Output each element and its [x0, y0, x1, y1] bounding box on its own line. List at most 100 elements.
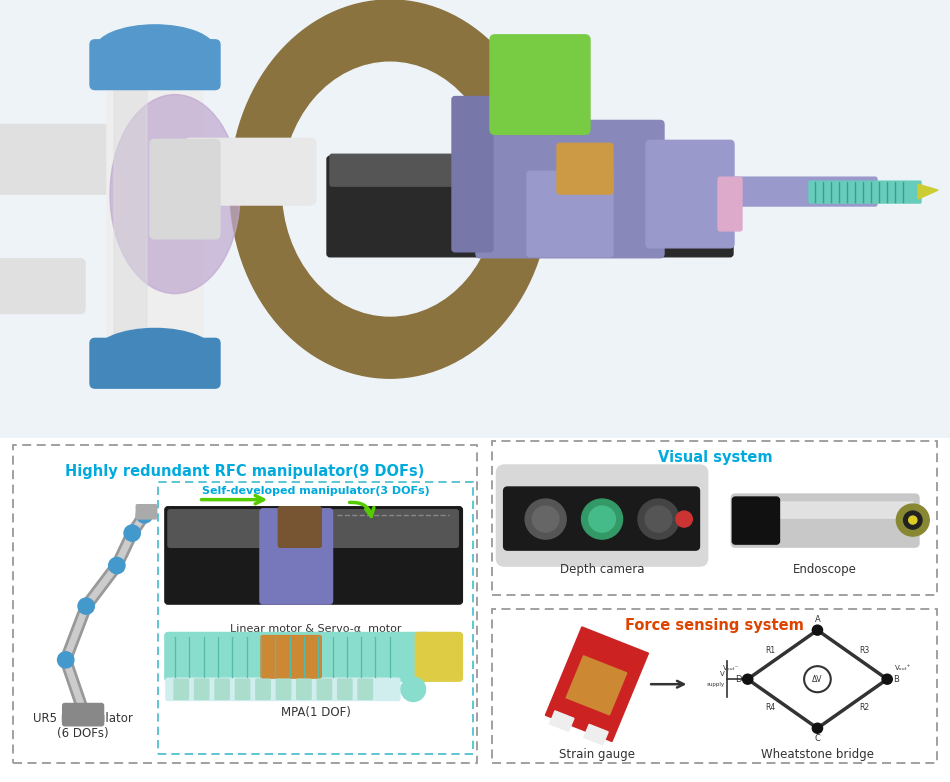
Ellipse shape: [95, 328, 215, 378]
Ellipse shape: [282, 63, 498, 316]
Polygon shape: [549, 711, 574, 731]
FancyBboxPatch shape: [358, 679, 372, 699]
Ellipse shape: [520, 549, 684, 561]
FancyBboxPatch shape: [256, 679, 270, 699]
Circle shape: [812, 625, 823, 635]
Text: Self-developed manipulator(3 DOFs): Self-developed manipulator(3 DOFs): [202, 486, 430, 497]
Circle shape: [525, 499, 566, 539]
FancyBboxPatch shape: [327, 156, 733, 256]
Circle shape: [638, 499, 679, 539]
FancyBboxPatch shape: [168, 510, 458, 547]
Circle shape: [58, 651, 74, 668]
FancyBboxPatch shape: [557, 143, 613, 194]
Polygon shape: [545, 627, 649, 741]
Bar: [158, 482, 472, 754]
FancyBboxPatch shape: [184, 138, 316, 205]
FancyBboxPatch shape: [732, 497, 780, 544]
Circle shape: [589, 506, 616, 532]
Text: MPA(1 DOF): MPA(1 DOF): [281, 705, 352, 719]
FancyBboxPatch shape: [476, 120, 664, 258]
FancyBboxPatch shape: [63, 704, 104, 726]
Circle shape: [124, 525, 141, 541]
Circle shape: [903, 511, 922, 529]
Polygon shape: [584, 724, 608, 745]
Circle shape: [108, 558, 125, 574]
FancyBboxPatch shape: [490, 35, 590, 135]
FancyBboxPatch shape: [504, 487, 699, 551]
Text: ΔV: ΔV: [812, 675, 823, 683]
FancyBboxPatch shape: [90, 339, 220, 388]
FancyBboxPatch shape: [527, 171, 613, 256]
Text: Visual system: Visual system: [657, 450, 772, 465]
Circle shape: [812, 723, 823, 734]
FancyBboxPatch shape: [809, 181, 921, 203]
Text: Vₒᵤₜ⁺: Vₒᵤₜ⁺: [895, 665, 912, 671]
Circle shape: [882, 674, 892, 684]
Ellipse shape: [230, 0, 550, 378]
Text: R2: R2: [860, 703, 869, 712]
Circle shape: [581, 499, 622, 539]
FancyBboxPatch shape: [337, 679, 352, 699]
FancyArrowPatch shape: [350, 502, 374, 516]
FancyBboxPatch shape: [317, 679, 332, 699]
Circle shape: [645, 506, 672, 532]
Text: R3: R3: [860, 646, 870, 655]
FancyBboxPatch shape: [278, 507, 321, 547]
Text: Depth camera: Depth camera: [560, 563, 644, 576]
FancyBboxPatch shape: [114, 68, 147, 380]
FancyBboxPatch shape: [150, 139, 220, 239]
Circle shape: [675, 511, 693, 527]
FancyBboxPatch shape: [0, 124, 170, 194]
FancyBboxPatch shape: [718, 178, 742, 231]
FancyBboxPatch shape: [276, 679, 291, 699]
Circle shape: [804, 666, 830, 692]
Text: Linear motor & Servo-α  motor
(2 DOFs): Linear motor & Servo-α motor (2 DOFs): [231, 624, 402, 646]
FancyBboxPatch shape: [497, 465, 708, 566]
Circle shape: [897, 504, 929, 536]
Text: Force sensing system: Force sensing system: [625, 618, 805, 633]
FancyBboxPatch shape: [215, 679, 229, 699]
Text: supply: supply: [707, 682, 725, 687]
Text: C: C: [814, 734, 821, 743]
FancyBboxPatch shape: [195, 679, 209, 699]
FancyBboxPatch shape: [107, 62, 203, 386]
Text: B: B: [893, 675, 900, 683]
FancyBboxPatch shape: [166, 678, 400, 701]
Circle shape: [136, 507, 153, 523]
FancyBboxPatch shape: [296, 679, 311, 699]
FancyBboxPatch shape: [735, 502, 914, 518]
Text: D: D: [735, 675, 742, 683]
FancyBboxPatch shape: [236, 679, 250, 699]
FancyBboxPatch shape: [732, 494, 919, 547]
FancyBboxPatch shape: [0, 259, 85, 314]
FancyBboxPatch shape: [728, 178, 877, 206]
Text: UR5 manipulator
(6 DOFs): UR5 manipulator (6 DOFs): [33, 712, 133, 740]
Text: Highly redundant RFC manipulator(9 DOFs): Highly redundant RFC manipulator(9 DOFs): [65, 465, 425, 479]
FancyBboxPatch shape: [0, 0, 950, 438]
FancyBboxPatch shape: [260, 509, 332, 604]
FancyBboxPatch shape: [136, 504, 157, 519]
Circle shape: [909, 516, 917, 524]
Ellipse shape: [110, 95, 240, 293]
FancyBboxPatch shape: [261, 636, 321, 678]
Text: A: A: [814, 615, 820, 624]
FancyBboxPatch shape: [646, 140, 734, 248]
Circle shape: [78, 598, 94, 614]
FancyBboxPatch shape: [330, 154, 729, 186]
Ellipse shape: [95, 25, 215, 74]
Text: Vₒᵤₜ⁻: Vₒᵤₜ⁻: [723, 665, 739, 671]
Circle shape: [532, 506, 559, 532]
Text: R1: R1: [765, 646, 775, 655]
FancyBboxPatch shape: [452, 96, 493, 252]
Text: R4: R4: [765, 703, 775, 712]
FancyBboxPatch shape: [415, 633, 463, 681]
Text: Wheatstone bridge: Wheatstone bridge: [761, 748, 874, 762]
Circle shape: [743, 674, 752, 684]
FancyBboxPatch shape: [165, 507, 463, 604]
Polygon shape: [918, 184, 938, 199]
Text: Strain gauge: Strain gauge: [559, 748, 635, 762]
Text: Endoscope: Endoscope: [792, 563, 857, 576]
FancyBboxPatch shape: [165, 633, 431, 681]
FancyBboxPatch shape: [174, 679, 188, 699]
Circle shape: [401, 677, 426, 701]
